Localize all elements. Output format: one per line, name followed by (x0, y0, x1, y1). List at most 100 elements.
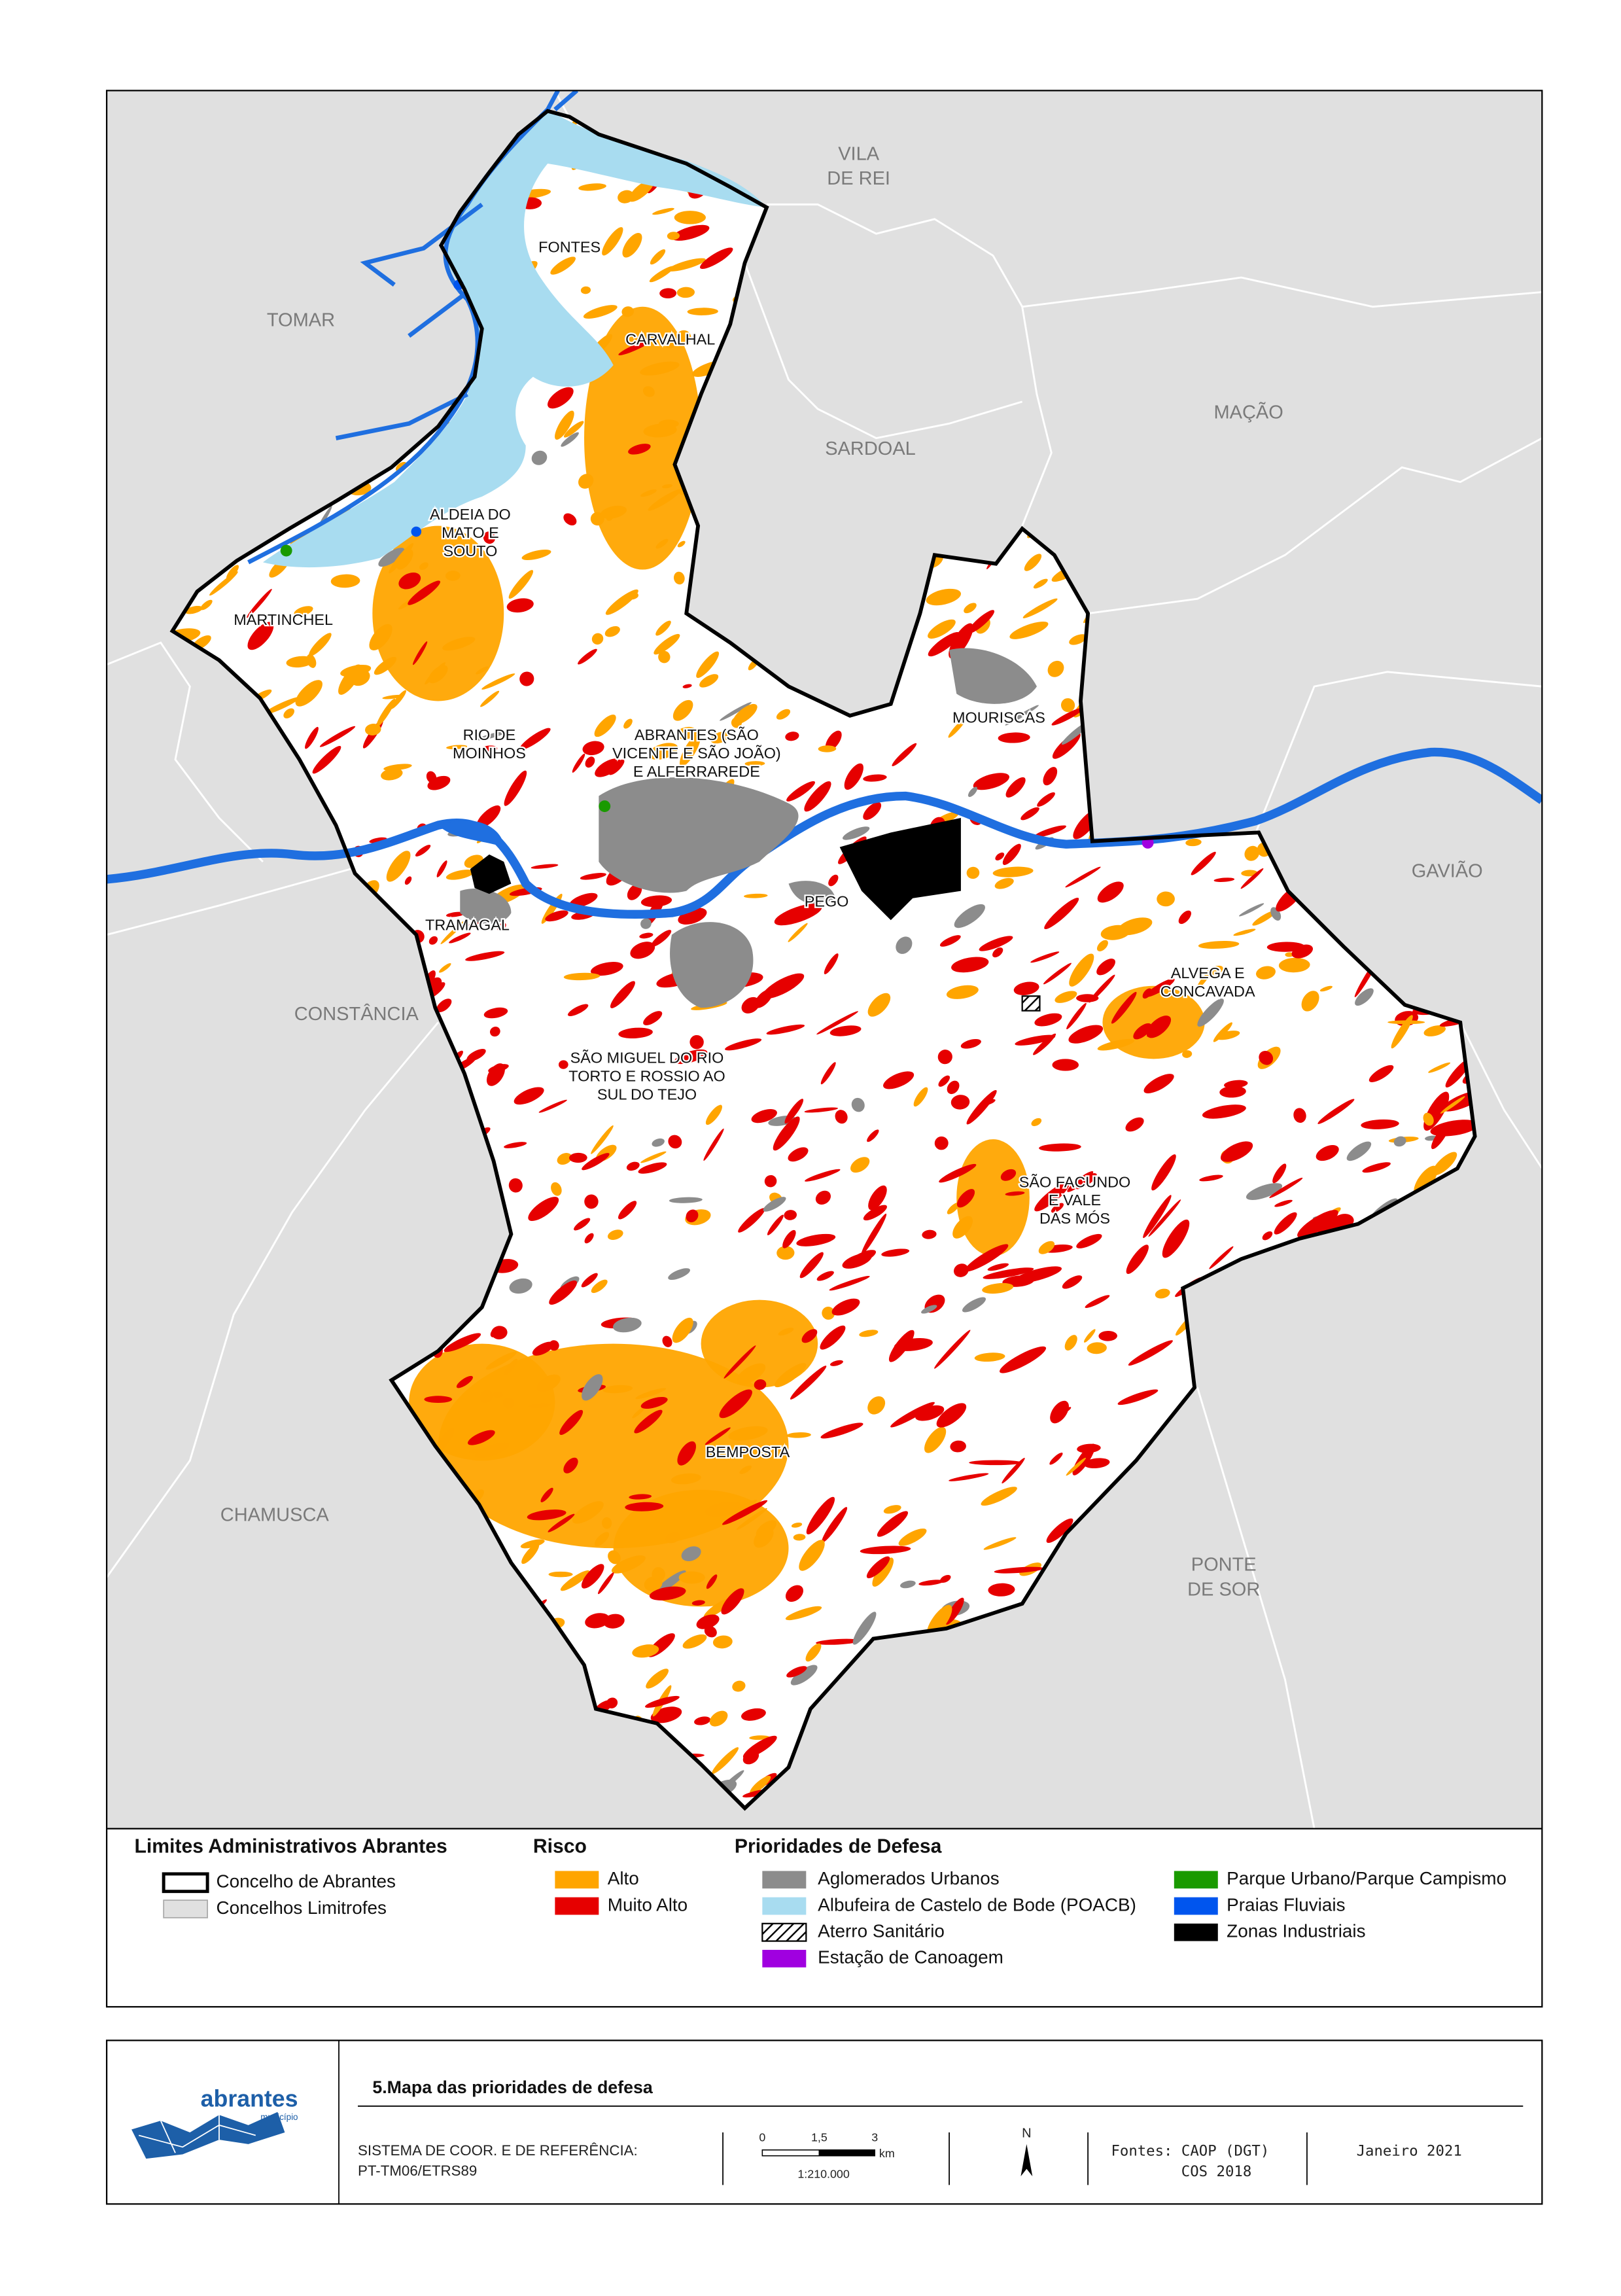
risk-patch (822, 1507, 848, 1543)
risk-patch (709, 1710, 728, 1727)
risk-patch (1262, 1231, 1273, 1241)
risk-patch (449, 932, 471, 944)
risk-patch (480, 690, 500, 707)
legend: Limites Administrativos Abrantes Concelho… (134, 1836, 1507, 1968)
risk-patch (532, 1341, 554, 1356)
risk-patch (1030, 951, 1060, 963)
risk-patch (712, 1635, 733, 1649)
risk-patch (764, 1174, 777, 1188)
risk-patch (1240, 868, 1264, 889)
risk-patch (1022, 598, 1058, 618)
risk-patch (580, 873, 606, 880)
risk-patch (1128, 1340, 1173, 1366)
risk-patch (1274, 1199, 1293, 1207)
risk-patch (775, 1363, 807, 1388)
risk-patch (436, 998, 452, 1012)
risk-patch (263, 697, 300, 715)
risk-patch (778, 1328, 794, 1336)
risk-patch (703, 1128, 724, 1161)
risk-patch (374, 656, 397, 675)
risk-patch (736, 1508, 767, 1530)
risk-patch (1316, 1145, 1339, 1161)
risk-patch (680, 733, 701, 767)
risk-patch (440, 921, 465, 944)
title-block: abrantes município 5.Mapa das prioridade… (105, 2040, 1543, 2205)
risk-patch (1034, 1013, 1062, 1027)
risk-patch (1098, 1330, 1117, 1341)
risk-patch (964, 603, 977, 614)
risk-patch (754, 1379, 767, 1390)
risk-patch (744, 761, 765, 766)
legend-item: Zonas Industriais (1227, 1921, 1365, 1941)
risk-patch (582, 1374, 603, 1401)
risk-patch (867, 1129, 879, 1142)
risk-patch (988, 1583, 1015, 1597)
risk-patch (629, 179, 654, 202)
risk-patch (485, 1351, 517, 1370)
risk-patch (369, 624, 392, 651)
boundary (744, 262, 1023, 440)
risk-patch (583, 305, 618, 319)
risk-patch (580, 286, 591, 294)
risk-patch (623, 718, 633, 729)
risk-patch (476, 805, 501, 828)
risk-patch (763, 1197, 786, 1212)
risk-patch (1220, 1141, 1253, 1162)
risk-patch (663, 334, 677, 349)
risk-patch (960, 1039, 981, 1049)
risk-patch (776, 709, 791, 720)
risk-zone (409, 1343, 555, 1461)
legend-item: Albufeira de Castelo de Bode (POACB) (818, 1894, 1136, 1915)
risk-patch (667, 232, 680, 240)
risk-patch (1244, 845, 1260, 861)
risk-patch (786, 1666, 807, 1678)
neighbor-label: MAÇÃO (1213, 400, 1283, 423)
risk-patch (626, 1161, 640, 1171)
risk-patch (890, 1402, 935, 1428)
risk-patch (536, 1374, 561, 1392)
risk-patch (444, 1333, 481, 1352)
risk-patch (1052, 732, 1081, 759)
risk-patch (520, 1539, 545, 1549)
parish-label: SOUTO (443, 542, 497, 559)
parish-label: TRAMAGAL (425, 916, 510, 933)
industrial-zone (470, 854, 512, 894)
risk-patch (442, 637, 476, 651)
risk-patch (1148, 1199, 1181, 1237)
risk-patch (618, 1201, 637, 1220)
risk-patch (408, 580, 441, 605)
risk-patch (947, 1202, 960, 1214)
legend-swatch (761, 1922, 807, 1942)
risk-patch (563, 421, 584, 438)
risk-patch (835, 1110, 848, 1124)
risk-patch (481, 673, 515, 690)
parish-label: DAS MÓS (1039, 1210, 1110, 1227)
risk-patch (1077, 1443, 1101, 1453)
risk-patch (474, 1442, 510, 1458)
parish-label: FONTES (538, 239, 601, 256)
risk-patch (1031, 1118, 1042, 1127)
risk-patch (572, 753, 585, 773)
risk-patch (956, 1189, 975, 1208)
risk-patch (705, 1501, 742, 1517)
risk-patch (1055, 991, 1077, 1003)
risk-patch (629, 1494, 652, 1500)
risk-patch (365, 723, 381, 735)
risk-patch (1087, 1342, 1107, 1354)
risk-patch (859, 1330, 879, 1337)
risk-patch (608, 1550, 621, 1564)
risk-patch (945, 1597, 964, 1625)
industrial-zone (839, 818, 961, 921)
parish-label: PEGO (805, 893, 849, 910)
risk-patch (983, 1537, 1017, 1550)
logo-text: abrantes (201, 2085, 298, 2111)
risk-patch (594, 715, 616, 737)
risk-patch (776, 1246, 795, 1260)
risk-patch (1274, 1212, 1297, 1235)
risk-patch (582, 741, 604, 756)
risk-patch (786, 1432, 811, 1438)
risk-patch (881, 1248, 910, 1257)
risk-patch (1013, 981, 1039, 996)
risk-patch (383, 764, 412, 771)
